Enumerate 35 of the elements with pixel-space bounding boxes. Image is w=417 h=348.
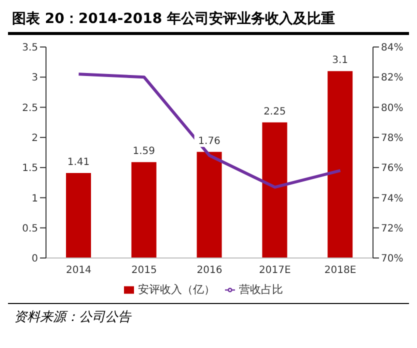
x-tick-label: 2018E: [324, 265, 356, 276]
data-label: 1.41: [67, 156, 90, 168]
text: 资料来源：公司公告: [14, 309, 133, 326]
bar: [262, 122, 288, 258]
bar: [131, 162, 156, 258]
y-tick-label: 3: [32, 72, 38, 84]
y2-tick-label: 84%: [381, 42, 404, 54]
y2-tick-label: 72%: [381, 223, 404, 234]
bar: [328, 71, 353, 258]
x-tick-label: 2017E: [259, 265, 291, 276]
y-tick-label: 2: [32, 132, 38, 144]
y-tick-label: 2.5: [22, 102, 38, 114]
y2-tick-label: 70%: [381, 254, 404, 265]
y2-tick-label: 76%: [381, 163, 404, 174]
data-label: 1.59: [132, 146, 156, 158]
y2-tick-label: 82%: [381, 72, 404, 84]
chart-title: 图表 20：2014-2018 年公司安评业务收入及比重: [8, 8, 409, 35]
legend-label: 安评收入（亿）: [138, 283, 215, 296]
y-tick-label: 3.5: [22, 42, 38, 54]
bar: [66, 172, 91, 258]
y-tick-label: 0.5: [22, 223, 38, 234]
y-tick-label: 1: [32, 193, 38, 204]
y-tick-label: 1.5: [22, 163, 38, 174]
bar: [196, 152, 222, 258]
x-tick-label: 2016: [196, 265, 222, 276]
data-label: 1.76: [198, 136, 220, 147]
data-label: 2.25: [264, 106, 286, 118]
y-tick-label: 0: [32, 254, 38, 265]
y2-tick-label: 80%: [381, 102, 404, 114]
y2-tick-label: 78%: [381, 132, 404, 144]
legend-label: 营收占比: [239, 283, 283, 296]
x-tick-label: 2015: [131, 265, 157, 276]
x-tick-label: 2014: [66, 265, 92, 276]
data-label: 3.1: [332, 55, 348, 66]
y2-tick-label: 74%: [381, 193, 404, 204]
